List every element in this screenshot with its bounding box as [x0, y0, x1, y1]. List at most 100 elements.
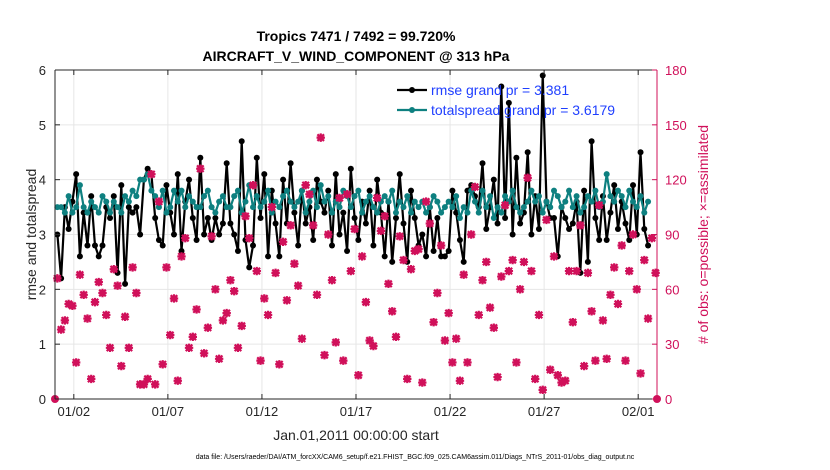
y-tick-label: 6	[39, 63, 46, 78]
rmse-point	[614, 226, 621, 233]
footer-text: data file: /Users/raeder/DAI/ATM_forcXX/…	[196, 454, 635, 461]
obs-assimilated-point	[147, 169, 156, 179]
rmse-point	[204, 215, 211, 222]
x-tick-label: 01/02	[58, 404, 91, 419]
spread-point	[73, 204, 80, 211]
spread-point	[347, 204, 354, 211]
spread-point	[535, 193, 542, 200]
rmse-point	[84, 242, 91, 249]
rmse-point	[310, 236, 317, 243]
rmse-point	[125, 204, 132, 211]
obs-assimilated-point	[380, 212, 389, 221]
spread-point	[227, 204, 234, 211]
spread-point	[566, 187, 573, 194]
spread-point	[110, 198, 117, 205]
obs-assimilated-point	[414, 244, 423, 254]
obs-assimilated-point	[444, 308, 453, 318]
obs-assimilated-point	[83, 314, 92, 323]
rmse-point	[355, 236, 362, 243]
y-right-tick-label: 0	[665, 392, 672, 407]
spread-point	[242, 198, 249, 205]
obs-assimilated-point	[203, 323, 213, 332]
obs-assimilated-point	[71, 358, 81, 367]
spread-point	[325, 193, 332, 200]
obs-assimilated-point	[305, 190, 314, 199]
spread-point	[426, 204, 433, 211]
obs-assimilated-point	[410, 246, 419, 256]
rmse-point	[174, 171, 181, 178]
x-tick-label: 01/17	[340, 404, 373, 419]
spread-point	[197, 204, 204, 211]
rmse-point	[460, 258, 467, 265]
spread-point	[483, 204, 490, 211]
spread-point	[265, 187, 272, 194]
rmse-point	[535, 226, 542, 233]
obs-assimilated-point	[94, 277, 103, 287]
y-right-tick-label: 30	[665, 337, 679, 352]
spread-point	[189, 198, 196, 205]
rmse-point	[122, 280, 129, 287]
spread-point	[498, 209, 505, 216]
rmse-point	[133, 204, 140, 211]
spread-point	[95, 209, 102, 216]
rmse-point	[155, 236, 162, 243]
spread-point	[148, 187, 155, 194]
rmse-point	[509, 231, 516, 238]
spread-point	[163, 209, 170, 216]
spread-point	[434, 198, 441, 205]
obs-assimilated-point	[301, 180, 310, 190]
spread-point	[551, 187, 558, 194]
obs-assimilated-point	[613, 299, 623, 309]
spread-point	[208, 204, 215, 211]
legend: rmse grand pr = 3.381 totalspread grand p…	[397, 82, 615, 118]
rmse-point	[502, 215, 509, 222]
obs-assimilated-point	[229, 286, 239, 296]
obs-assimilated-point	[245, 233, 254, 243]
rmse-point	[517, 220, 524, 227]
spread-point	[554, 193, 561, 200]
rmse-point	[91, 242, 98, 249]
rmse-point	[626, 236, 633, 243]
spread-point	[460, 204, 467, 211]
spread-point	[430, 193, 437, 200]
spread-point	[494, 204, 501, 211]
rmse-point	[479, 160, 486, 167]
obs-assimilated-point	[105, 343, 115, 353]
obs-assimilated-point	[252, 266, 261, 276]
obs-assimilated-point	[587, 307, 596, 316]
rmse-point	[637, 149, 644, 156]
rmse-point	[483, 226, 490, 233]
spread-point	[528, 187, 535, 194]
spread-point	[317, 182, 324, 189]
obs-assimilated-point	[124, 343, 134, 353]
obs-assimilated-point	[181, 233, 190, 243]
rmse-point	[400, 220, 407, 227]
rmse-point	[227, 220, 234, 227]
obs-assimilated-point	[286, 221, 295, 230]
spread-point	[329, 209, 336, 216]
spread-point	[603, 171, 610, 178]
spread-point	[633, 204, 640, 211]
spread-point	[174, 198, 181, 205]
obs-assimilated-point	[451, 334, 461, 343]
obs-assimilated-point	[102, 310, 111, 320]
spread-point	[313, 204, 320, 211]
rmse-point	[581, 187, 588, 194]
obs-assimilated-point	[293, 281, 303, 290]
spread-point	[298, 187, 305, 194]
obs-assimilated-point	[324, 230, 333, 239]
obs-assimilated-point	[372, 193, 382, 203]
spread-point	[253, 193, 260, 200]
x-tick-label: 01/07	[152, 404, 185, 419]
spread-point	[562, 198, 569, 205]
rmse-point	[159, 242, 166, 249]
spread-point	[389, 187, 396, 194]
obs-assimilated-point	[98, 288, 107, 298]
obs-assimilated-point	[455, 376, 465, 385]
obs-assimilated-point	[399, 255, 408, 265]
obs-assimilated-point	[388, 307, 397, 316]
spread-point	[611, 198, 618, 205]
obs-assimilated-point	[56, 325, 66, 334]
spread-point	[321, 198, 328, 205]
obs-assimilated-point	[647, 233, 657, 243]
